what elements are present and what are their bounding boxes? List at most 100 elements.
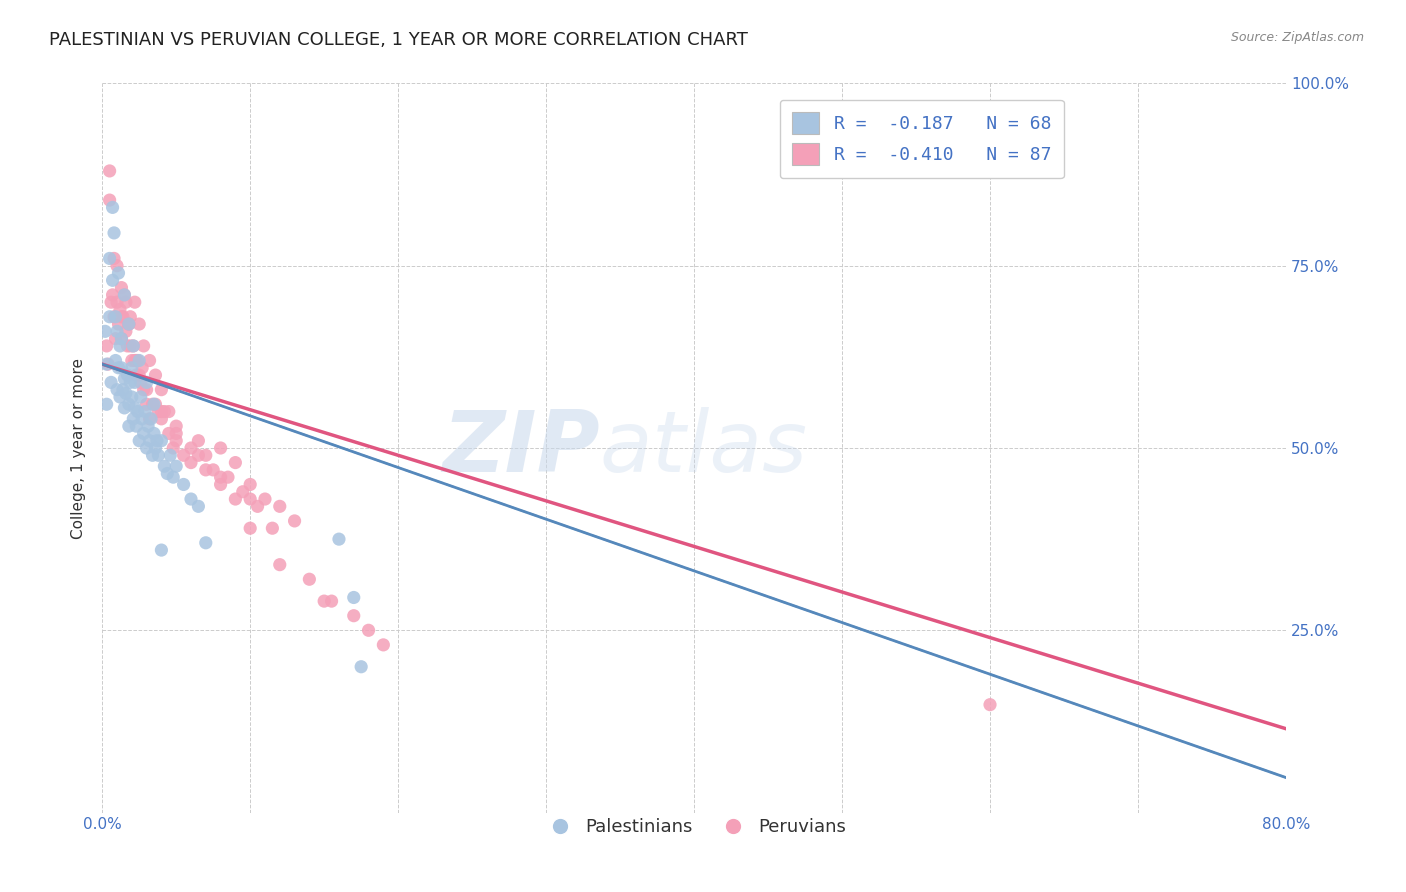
Point [118, 317, 141, 331]
Point [129, 376, 152, 390]
Point [165, 426, 187, 441]
Point [125, 419, 148, 434]
Point [145, 368, 167, 383]
Point [150, 412, 173, 426]
Point [357, 624, 380, 638]
Point [124, 401, 146, 415]
Point [110, 360, 132, 375]
Point [112, 288, 135, 302]
Point [121, 353, 143, 368]
Point [150, 383, 173, 397]
Point [124, 353, 146, 368]
Point [100, 376, 122, 390]
Point [157, 404, 180, 418]
Point [103, 226, 125, 240]
Text: Source: ZipAtlas.com: Source: ZipAtlas.com [1230, 31, 1364, 45]
Point [253, 491, 276, 506]
Point [173, 477, 195, 491]
Point [96, 357, 118, 371]
Point [120, 310, 142, 324]
Y-axis label: College, 1 year or more: College, 1 year or more [72, 358, 86, 539]
Point [209, 441, 232, 455]
Point [96, 397, 118, 411]
Point [153, 459, 176, 474]
Point [173, 448, 195, 462]
Point [217, 470, 239, 484]
Point [117, 368, 139, 383]
Point [143, 426, 166, 441]
Point [110, 332, 132, 346]
Point [165, 459, 187, 474]
Point [165, 434, 187, 448]
Point [128, 434, 150, 448]
Point [98, 310, 121, 324]
Point [131, 412, 153, 426]
Point [135, 383, 157, 397]
Point [139, 412, 162, 426]
Point [127, 353, 149, 368]
Point [101, 201, 124, 215]
Point [121, 360, 143, 375]
Point [110, 280, 132, 294]
Point [105, 324, 128, 338]
Point [98, 193, 121, 207]
Point [104, 332, 127, 346]
Point [187, 448, 209, 462]
Point [159, 448, 181, 462]
Point [120, 339, 142, 353]
Point [162, 441, 184, 455]
Point [108, 339, 131, 353]
Point [111, 310, 134, 324]
Point [108, 390, 131, 404]
Point [98, 164, 121, 178]
Point [138, 412, 160, 426]
Point [122, 412, 145, 426]
Point [105, 295, 128, 310]
Point [321, 594, 343, 608]
Point [132, 426, 155, 441]
Point [127, 404, 149, 418]
Point [187, 434, 209, 448]
Point [103, 310, 125, 324]
Point [125, 353, 148, 368]
Point [343, 608, 366, 623]
Point [194, 463, 217, 477]
Point [101, 288, 124, 302]
Point [145, 441, 167, 455]
Point [135, 376, 157, 390]
Point [132, 383, 155, 397]
Point [138, 353, 160, 368]
Point [118, 397, 141, 411]
Point [136, 419, 159, 434]
Point [110, 332, 132, 346]
Point [107, 266, 129, 280]
Point [128, 317, 150, 331]
Point [112, 372, 135, 386]
Point [298, 572, 321, 586]
Point [100, 295, 122, 310]
Point [118, 317, 141, 331]
Point [232, 484, 254, 499]
Point [115, 324, 138, 338]
Point [138, 434, 160, 448]
Point [112, 401, 135, 415]
Point [373, 638, 395, 652]
Point [108, 302, 131, 317]
Point [107, 360, 129, 375]
Point [118, 317, 141, 331]
Point [128, 353, 150, 368]
Point [104, 353, 127, 368]
Point [239, 521, 262, 535]
Point [134, 404, 156, 418]
Point [224, 456, 246, 470]
Point [328, 532, 350, 546]
Point [105, 383, 128, 397]
Point [165, 419, 187, 434]
Point [125, 368, 148, 383]
Point [194, 536, 217, 550]
Point [148, 404, 170, 418]
Point [209, 470, 232, 484]
Point [156, 467, 179, 481]
Point [124, 376, 146, 390]
Point [110, 310, 132, 324]
